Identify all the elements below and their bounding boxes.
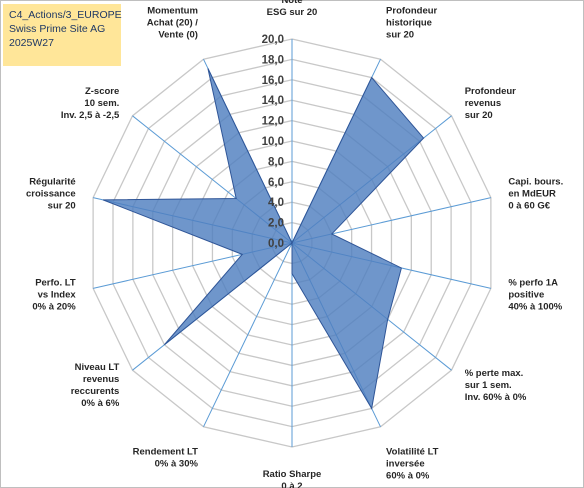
axis-label-line: croissance	[26, 189, 76, 200]
axis-label: Capi. bours. en MdEUR 0 à 60 G€	[508, 177, 563, 212]
axis-label: Profondeur historique sur 20	[386, 5, 437, 40]
axis-label-line: Capi. bours.	[508, 177, 563, 188]
axis-label-line: 10 sem.	[84, 98, 119, 109]
axis-label: Note ESG sur 20	[267, 0, 318, 18]
tick-label: 16,0	[262, 75, 284, 87]
axis-label: % perte max. sur 1 sem. Inv. 60% à 0%	[465, 368, 527, 403]
axis-label: Rendement LT 0% à 30%	[133, 447, 199, 470]
axis-label-line: historique	[386, 17, 432, 28]
axis-label-line: Ratio Sharpe	[263, 469, 322, 480]
axis-label-line: inversée	[386, 459, 425, 470]
info-box: C4_Actions/3_EUROPE Swiss Prime Site AG …	[3, 4, 122, 66]
tick-label: 2,0	[268, 218, 284, 230]
axis-label-line: 0 à 60 G€	[508, 201, 550, 212]
axis-label-line: Z-score	[85, 86, 119, 97]
axis-label-line: 0% à 20%	[32, 301, 76, 312]
axis-label-line: Niveau LT	[75, 362, 120, 373]
axis-label-line: reccurents	[71, 386, 120, 397]
axis-label-line: 0% à 30%	[155, 459, 199, 470]
axis-label-line: revenus	[465, 98, 501, 109]
axis-labels: Note ESG sur 20 Profondeur historique sur 20…	[26, 0, 563, 488]
info-company: Swiss Prime Site AG	[9, 23, 106, 35]
axis-label-line: en MdEUR	[508, 189, 556, 200]
axis-label-line: Momentum	[147, 5, 198, 16]
axis-label-line: 0 à 2	[281, 481, 302, 488]
tick-label: 14,0	[262, 95, 284, 107]
axis-label-line: Régularité	[29, 177, 75, 188]
axis-label-line: % perte max.	[465, 368, 524, 379]
tick-label: 20,0	[262, 34, 284, 46]
axis-label-line: 40% à 100%	[508, 301, 562, 312]
axis-label-line: 0% à 6%	[81, 398, 120, 409]
axis-label: Ratio Sharpe 0 à 2	[263, 469, 322, 488]
axis-label-line: Inv. 60% à 0%	[465, 392, 527, 403]
radar-series-area	[102, 68, 425, 410]
radial-tick-labels: 0,0 2,0 4,0 6,0 8,0 10,0 12,0 14,0 16,0 18,0 20,0	[262, 34, 284, 250]
tick-label: 6,0	[268, 177, 284, 189]
tick-label: 18,0	[262, 54, 284, 66]
axis-label: Volatilité LT inversée 60% à 0%	[386, 447, 439, 482]
axis-label-line: Vente (0)	[158, 29, 198, 40]
axis-label-line: ESG sur 20	[267, 7, 318, 18]
axis-label-line: sur 20	[465, 110, 493, 121]
axis-label-line: Rendement LT	[133, 447, 198, 458]
axis-label-line: % perfo 1A	[508, 277, 558, 288]
axis-label-line: Profondeur	[386, 5, 437, 16]
axis-label-line: Achat (20) /	[147, 17, 199, 28]
axis-label-line: Inv. 2,5 à -2,5	[61, 110, 120, 121]
axis-label-line: vs Index	[38, 289, 77, 300]
axis-label-line: revenus	[83, 374, 119, 385]
axis-label-line: sur 20	[386, 29, 414, 40]
axis-label-line: Perfo. LT	[35, 277, 76, 288]
axis-label: Z-score 10 sem. Inv. 2,5 à -2,5	[61, 86, 120, 121]
axis-label-line: Volatilité LT	[386, 447, 439, 458]
axis-label: Momentum Achat (20) / Vente (0)	[147, 5, 199, 40]
axis-label-line: Note	[281, 0, 302, 6]
axis-spoke	[203, 242, 293, 428]
axis-label-line: 60% à 0%	[386, 471, 430, 482]
axis-label-line: positive	[508, 289, 544, 300]
axis-label: Profondeur revenus sur 20	[465, 86, 516, 121]
tick-label: 12,0	[262, 116, 284, 128]
info-week: 2025W27	[9, 37, 54, 49]
tick-label: 4,0	[268, 197, 284, 209]
tick-label: 0,0	[268, 238, 284, 250]
axis-label: % perfo 1A positive 40% à 100%	[508, 277, 562, 312]
axis-label: Niveau LT revenus reccurents 0% à 6%	[71, 362, 120, 409]
axis-label-line: Profondeur	[465, 86, 516, 97]
axis-label: Régularité croissance sur 20	[26, 177, 76, 212]
info-category: C4_Actions/3_EUROPE	[9, 9, 122, 21]
tick-label: 10,0	[262, 136, 284, 148]
axis-label-line: sur 20	[48, 201, 76, 212]
tick-label: 8,0	[268, 156, 284, 168]
axis-label: Perfo. LT vs Index 0% à 20%	[32, 277, 76, 312]
axis-label-line: sur 1 sem.	[465, 380, 512, 391]
